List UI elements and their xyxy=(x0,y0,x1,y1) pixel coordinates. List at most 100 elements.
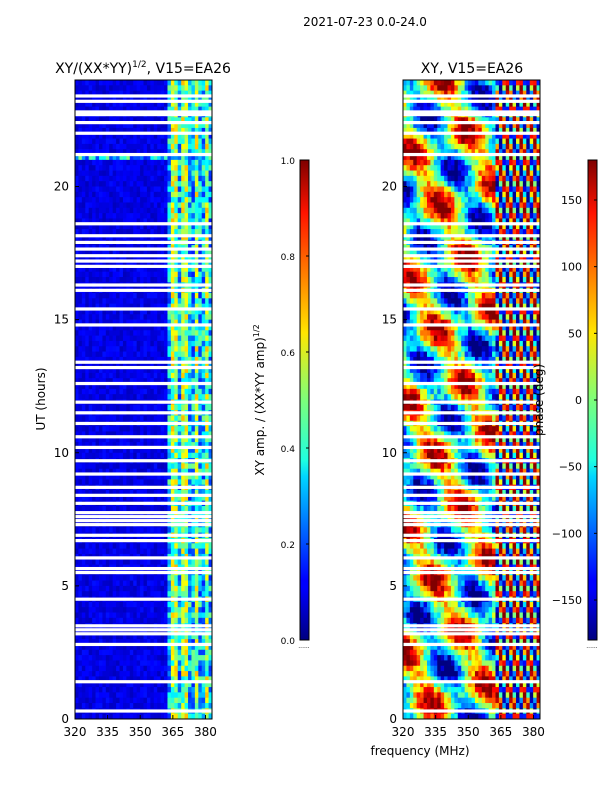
left-heatmap-cell xyxy=(92,543,96,550)
left-heatmap-cell xyxy=(201,213,206,219)
left-heatmap-cell xyxy=(167,671,172,677)
left-heatmap-cell xyxy=(208,314,213,321)
left-heatmap-cell xyxy=(119,202,124,209)
left-heatmap-cell xyxy=(109,351,114,358)
left-heatmap-cell xyxy=(153,580,158,587)
left-heatmap-cell xyxy=(122,447,127,454)
left-heatmap-cell xyxy=(205,133,209,139)
left-heatmap-cell xyxy=(78,495,83,502)
left-heatmap-cell xyxy=(201,255,206,262)
left-flagged-row xyxy=(75,259,212,263)
left-heatmap-cell xyxy=(184,559,189,565)
left-heatmap-cell xyxy=(102,293,107,299)
left-heatmap-cell xyxy=(146,644,151,651)
left-heatmap-cell xyxy=(174,703,179,709)
left-heatmap-cell xyxy=(105,106,110,113)
left-heatmap-cell xyxy=(98,138,103,145)
left-heatmap-cell xyxy=(85,649,90,656)
left-heatmap-cell xyxy=(191,580,196,587)
left-heatmap-cell xyxy=(119,687,124,693)
left-heatmap-cell xyxy=(153,649,158,656)
left-heatmap-cell xyxy=(157,559,162,565)
left-heatmap-cell xyxy=(81,452,86,459)
left-heatmap-cell xyxy=(191,293,196,299)
left-heatmap-cell xyxy=(133,644,138,651)
left-heatmap-cell xyxy=(177,676,182,683)
left-heatmap-cell xyxy=(140,681,144,688)
left-heatmap-cell xyxy=(88,261,93,267)
left-heatmap-cell xyxy=(126,223,131,230)
left-heatmap-cell xyxy=(95,181,100,187)
left-heatmap-cell xyxy=(198,671,203,677)
left-heatmap-cell xyxy=(167,633,172,640)
left-heatmap-cell xyxy=(153,543,158,550)
left-heatmap-cell xyxy=(95,474,100,480)
left-heatmap-cell xyxy=(150,170,155,177)
left-heatmap-cell xyxy=(191,692,196,699)
left-heatmap-cell xyxy=(92,559,96,565)
left-heatmap-cell xyxy=(140,585,144,592)
left-heatmap-cell xyxy=(122,266,127,273)
left-heatmap-cell xyxy=(170,127,175,134)
left-heatmap-cell xyxy=(201,655,206,661)
left-heatmap-cell xyxy=(81,442,86,448)
left-heatmap-cell xyxy=(150,314,155,321)
left-heatmap-cell xyxy=(205,660,209,667)
left-heatmap-cell xyxy=(170,255,175,262)
left-heatmap-cell xyxy=(198,442,203,448)
left-heatmap-cell xyxy=(109,415,114,422)
left-heatmap-cell xyxy=(75,415,79,422)
left-heatmap-cell xyxy=(177,319,182,326)
left-heatmap-cell xyxy=(188,601,192,608)
left-heatmap-cell xyxy=(92,138,96,145)
left-heatmap-cell xyxy=(201,122,206,129)
left-heatmap-cell xyxy=(157,490,162,496)
left-heatmap-cell xyxy=(78,697,83,704)
left-heatmap-cell xyxy=(201,181,206,187)
left-heatmap-cell xyxy=(167,346,172,352)
left-heatmap-cell xyxy=(126,585,131,592)
left-heatmap-cell xyxy=(105,191,110,198)
left-heatmap-cell xyxy=(81,346,86,352)
left-heatmap-cell xyxy=(105,186,110,193)
left-heatmap-cell xyxy=(143,223,148,230)
left-heatmap-cell xyxy=(88,490,93,496)
left-heatmap-cell xyxy=(95,133,100,139)
left-heatmap-cell xyxy=(150,372,155,379)
left-heatmap-cell xyxy=(177,106,182,113)
left-heatmap-cell xyxy=(188,633,192,640)
left-flagged-row xyxy=(75,570,212,575)
left-heatmap-cell xyxy=(112,346,117,352)
left-heatmap-cell xyxy=(184,585,189,592)
left-heatmap-cell xyxy=(109,127,114,134)
left-heatmap-cell xyxy=(95,266,100,273)
left-heatmap-cell xyxy=(129,681,134,688)
left-heatmap-cell xyxy=(119,495,124,502)
left-heatmap-cell xyxy=(119,170,124,177)
left-heatmap-cell xyxy=(164,607,168,613)
left-heatmap-cell xyxy=(112,442,117,448)
left-heatmap-cell xyxy=(150,319,155,326)
left-heatmap-cell xyxy=(164,330,168,336)
left-heatmap-cell xyxy=(119,175,124,182)
left-heatmap-cell xyxy=(78,346,83,352)
left-heatmap-cell xyxy=(112,383,117,390)
left-heatmap-cell xyxy=(92,85,96,92)
left-heatmap-cell xyxy=(102,340,107,347)
left-heatmap-cell xyxy=(98,591,103,597)
left-heatmap-cell xyxy=(95,250,100,257)
left-heatmap-cell xyxy=(177,261,182,267)
left-heatmap-cell xyxy=(129,324,134,331)
left-heatmap-cell xyxy=(133,271,138,278)
right-heatmap-cell xyxy=(516,85,520,92)
left-heatmap-cell xyxy=(136,197,141,203)
left-heatmap-cell xyxy=(75,293,79,299)
left-heatmap-cell xyxy=(112,676,117,683)
right-heatmap-cell xyxy=(468,80,472,86)
left-heatmap-cell xyxy=(85,703,90,709)
left-heatmap-cell xyxy=(81,85,86,92)
left-heatmap-cell xyxy=(85,436,90,443)
left-heatmap-cell xyxy=(136,191,141,198)
left-heatmap-cell xyxy=(75,442,79,448)
